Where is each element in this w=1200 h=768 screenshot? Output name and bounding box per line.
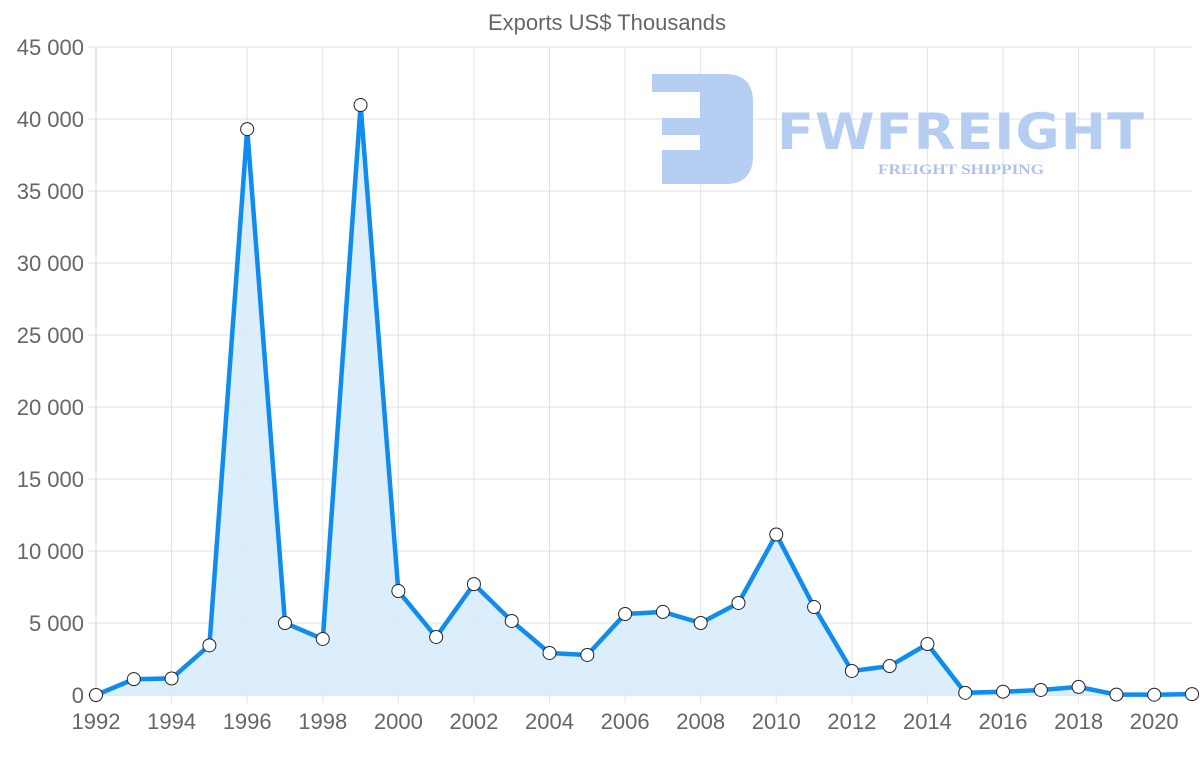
data-point-1997[interactable] xyxy=(277,616,292,630)
x-tick-label: 1994 xyxy=(147,709,196,734)
x-tick-label: 1998 xyxy=(298,709,347,734)
data-point-2018[interactable] xyxy=(1071,679,1086,694)
y-tick-label: 30 000 xyxy=(17,251,84,276)
data-point-2002[interactable] xyxy=(466,577,481,592)
data-point-2008[interactable] xyxy=(693,616,708,630)
x-tick-label: 2000 xyxy=(374,709,423,734)
x-tick-label: 2018 xyxy=(1054,709,1103,734)
data-point-2010[interactable] xyxy=(769,527,784,542)
y-tick-label: 25 000 xyxy=(17,323,84,348)
data-point-2011[interactable] xyxy=(807,600,822,615)
data-point-1996[interactable] xyxy=(240,122,255,137)
x-axis: 1992 1994 1996 1998 2000 2002 2004 2006 2008 2010… xyxy=(72,709,1179,734)
data-point-2020[interactable] xyxy=(1147,687,1162,702)
area-fill xyxy=(96,105,1192,695)
area-fill-shape xyxy=(96,105,1192,695)
watermark-brand-text: FWFREIGHT xyxy=(777,103,1145,161)
y-axis: 0 5 000 10 000 15 000 20 000 25 000 30 000 35 0… xyxy=(17,35,84,708)
data-point-2001[interactable] xyxy=(429,629,444,644)
data-point-1999[interactable] xyxy=(353,98,368,113)
data-point-2005[interactable] xyxy=(580,647,595,662)
x-tick-label: 2010 xyxy=(752,709,801,734)
data-point-1998[interactable] xyxy=(315,631,330,646)
chart-title: Exports US$ Thousands xyxy=(488,10,726,35)
y-tick-label: 5 000 xyxy=(29,611,84,636)
x-tick-label: 2002 xyxy=(449,709,498,734)
data-point-2004[interactable] xyxy=(542,645,557,660)
x-tick-label: 2006 xyxy=(601,709,650,734)
x-tick-label: 2020 xyxy=(1130,709,1179,734)
data-point-2019[interactable] xyxy=(1109,687,1124,702)
data-point-2014[interactable] xyxy=(920,637,935,652)
data-point-2016[interactable] xyxy=(996,684,1011,699)
data-point-2021[interactable] xyxy=(1185,687,1199,702)
data-point-1992[interactable] xyxy=(89,688,103,702)
data-point-2007[interactable] xyxy=(655,604,670,619)
data-point-1995[interactable] xyxy=(202,638,217,653)
y-tick-label: 45 000 xyxy=(17,35,84,60)
y-tick-label: 20 000 xyxy=(17,395,84,420)
watermark-logo: FWFREIGHT FREIGHT SHIPPING xyxy=(652,74,1145,184)
x-tick-label: 2016 xyxy=(979,709,1028,734)
data-point-2013[interactable] xyxy=(882,659,897,674)
y-tick-label: 10 000 xyxy=(17,539,84,564)
x-tick-label: 1996 xyxy=(223,709,272,734)
data-point-2009[interactable] xyxy=(731,595,746,610)
watermark-tagline-text: FREIGHT SHIPPING xyxy=(878,162,1044,178)
data-point-2006[interactable] xyxy=(618,607,633,621)
x-tick-label: 2014 xyxy=(903,709,952,734)
data-point-2017[interactable] xyxy=(1033,682,1048,697)
data-point-2000[interactable] xyxy=(391,584,406,599)
data-point-1994[interactable] xyxy=(164,671,179,686)
x-tick-label: 2008 xyxy=(676,709,725,734)
y-tick-label: 40 000 xyxy=(17,107,84,132)
y-tick-label: 15 000 xyxy=(17,467,84,492)
fwfreight-logo-icon xyxy=(652,74,753,184)
data-point-2003[interactable] xyxy=(504,613,519,628)
y-tick-label: 0 xyxy=(72,683,84,708)
data-point-2015[interactable] xyxy=(958,685,973,700)
x-tick-label: 1992 xyxy=(72,709,121,734)
data-point-2012[interactable] xyxy=(844,663,859,678)
x-tick-label: 2004 xyxy=(525,709,574,734)
data-point-1993[interactable] xyxy=(126,672,141,687)
y-tick-label: 35 000 xyxy=(17,179,84,204)
x-tick-label: 2012 xyxy=(827,709,876,734)
data-points xyxy=(89,98,1199,702)
